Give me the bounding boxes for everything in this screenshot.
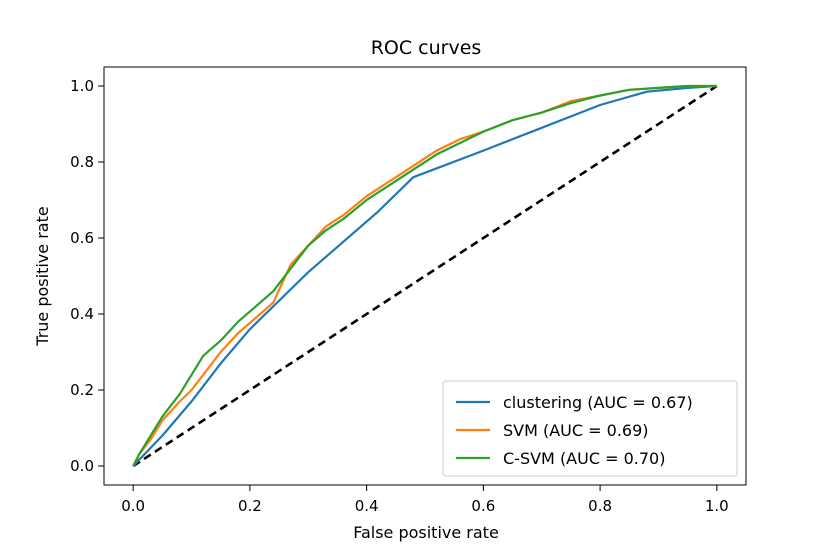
legend-label-svm: SVM (AUC = 0.69): [503, 421, 649, 440]
plot-frame: [103, 66, 747, 486]
series-line-c-svm-auc-0-70: [132, 84, 717, 467]
legend-label-clustering: clustering (AUC = 0.67): [503, 393, 693, 412]
x-tick-label: 0.8: [588, 497, 612, 515]
x-tick-label: 1.0: [705, 497, 729, 515]
x-tick-label: 0.6: [471, 497, 495, 515]
chart-title: ROC curves: [371, 37, 482, 59]
y-tick-label: 0.8: [70, 153, 94, 171]
y-tick-label: 1.0: [70, 77, 94, 95]
x-tick-label: 0.4: [355, 497, 379, 515]
legend-label-c-svm: C-SVM (AUC = 0.70): [503, 449, 665, 468]
y-tick-label: 0.4: [70, 305, 94, 323]
series-line-clustering-auc-0-67: [132, 84, 717, 467]
y-tick-label: 0.6: [70, 229, 94, 247]
y-tick-label: 0.0: [70, 457, 94, 475]
series-layer: [132, 84, 718, 468]
ticks-layer: 0.0 0.2 0.4 0.6 0.8 1.0 0.0 0.2 0.4 0.6 0.8 1.0: [70, 77, 729, 515]
legend: clustering (AUC = 0.67) SVM (AUC = 0.69)…: [442, 380, 738, 477]
legend-box: [442, 380, 738, 477]
y-tick-label: 0.2: [70, 381, 94, 399]
x-axis-label: False positive rate: [353, 523, 499, 542]
series-line-svm-auc-0-69: [132, 84, 717, 467]
y-axis-label: True positive rate: [33, 206, 52, 346]
x-tick-label: 0.0: [121, 497, 145, 515]
x-tick-label: 0.2: [238, 497, 262, 515]
